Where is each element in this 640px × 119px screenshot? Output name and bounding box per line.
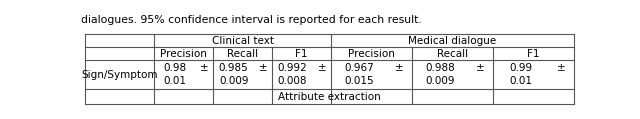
Text: dialogues. 95% confidence interval is reported for each result.: dialogues. 95% confidence interval is re…	[81, 15, 422, 25]
Text: Sign/Symptom: Sign/Symptom	[81, 70, 158, 80]
Text: 0.967: 0.967	[344, 63, 374, 73]
Text: F1: F1	[527, 49, 540, 59]
Text: Recall: Recall	[227, 49, 258, 59]
Text: ±: ±	[200, 63, 209, 73]
Text: ±: ±	[557, 63, 566, 73]
Text: 0.992: 0.992	[278, 63, 307, 73]
Text: 0.009: 0.009	[219, 76, 248, 86]
Text: 0.988: 0.988	[425, 63, 455, 73]
Text: 0.01: 0.01	[509, 76, 532, 86]
Text: 0.01: 0.01	[163, 76, 186, 86]
Text: 0.008: 0.008	[278, 76, 307, 86]
Text: Medical dialogue: Medical dialogue	[408, 36, 496, 46]
Text: F1: F1	[295, 49, 308, 59]
Text: Precision: Precision	[348, 49, 395, 59]
Text: 0.009: 0.009	[425, 76, 455, 86]
Text: ±: ±	[317, 63, 326, 73]
Text: ±: ±	[259, 63, 268, 73]
Text: 0.99: 0.99	[509, 63, 532, 73]
Text: Precision: Precision	[160, 49, 207, 59]
Text: 0.985: 0.985	[219, 63, 248, 73]
Text: 0.98: 0.98	[163, 63, 186, 73]
Text: 0.015: 0.015	[344, 76, 374, 86]
Text: Attribute extraction: Attribute extraction	[278, 92, 381, 102]
Text: ±: ±	[395, 63, 404, 73]
Text: Recall: Recall	[436, 49, 468, 59]
Text: Clinical text: Clinical text	[212, 36, 273, 46]
Text: ±: ±	[476, 63, 484, 73]
